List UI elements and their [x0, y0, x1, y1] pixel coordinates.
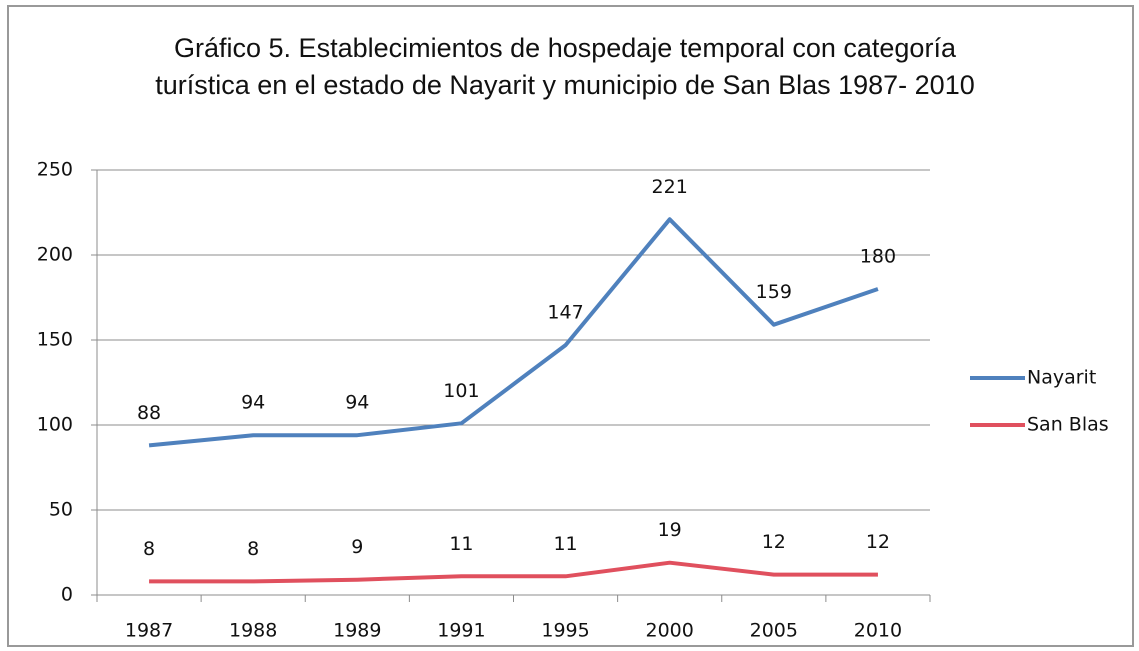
data-label: 12 — [762, 531, 786, 553]
legend-label: San Blas — [1027, 414, 1109, 436]
x-tick-label: 2000 — [646, 620, 694, 642]
data-label: 9 — [351, 536, 363, 558]
x-tick-label: 1989 — [333, 620, 381, 642]
x-tick-label: 2005 — [750, 620, 798, 642]
x-tick-label: 1991 — [437, 620, 485, 642]
series-line — [148, 217, 879, 448]
data-label: 8 — [247, 538, 259, 560]
data-label: 88 — [137, 402, 161, 424]
series-line — [149, 560, 878, 584]
data-label: 147 — [547, 302, 583, 324]
data-label: 12 — [866, 531, 890, 553]
x-tick-label: 1988 — [229, 620, 277, 642]
data-label: 19 — [658, 519, 682, 541]
data-label: 159 — [756, 281, 792, 303]
y-tick-label: 250 — [37, 159, 73, 181]
data-label: 8 — [143, 538, 155, 560]
chart-title: Gráfico 5. Establecimientos de hospedaje… — [155, 33, 975, 100]
x-tick-label: 1995 — [541, 620, 589, 642]
data-label: 101 — [443, 380, 479, 402]
x-tick-label: 2010 — [854, 620, 902, 642]
legend-label: Nayarit — [1027, 367, 1096, 389]
data-label: 11 — [553, 533, 577, 555]
y-tick-label: 50 — [49, 499, 73, 521]
y-tick-label: 150 — [37, 329, 73, 351]
data-label: 94 — [241, 392, 265, 414]
y-tick-label: 200 — [37, 244, 73, 266]
y-tick-label: 100 — [37, 414, 73, 436]
data-label: 221 — [652, 176, 688, 198]
data-label: 180 — [860, 246, 896, 268]
data-label: 11 — [449, 533, 473, 555]
chart-border — [7, 5, 1134, 647]
y-tick-label: 0 — [61, 584, 73, 606]
data-label: 94 — [345, 392, 369, 414]
x-tick-label: 1987 — [125, 620, 173, 642]
